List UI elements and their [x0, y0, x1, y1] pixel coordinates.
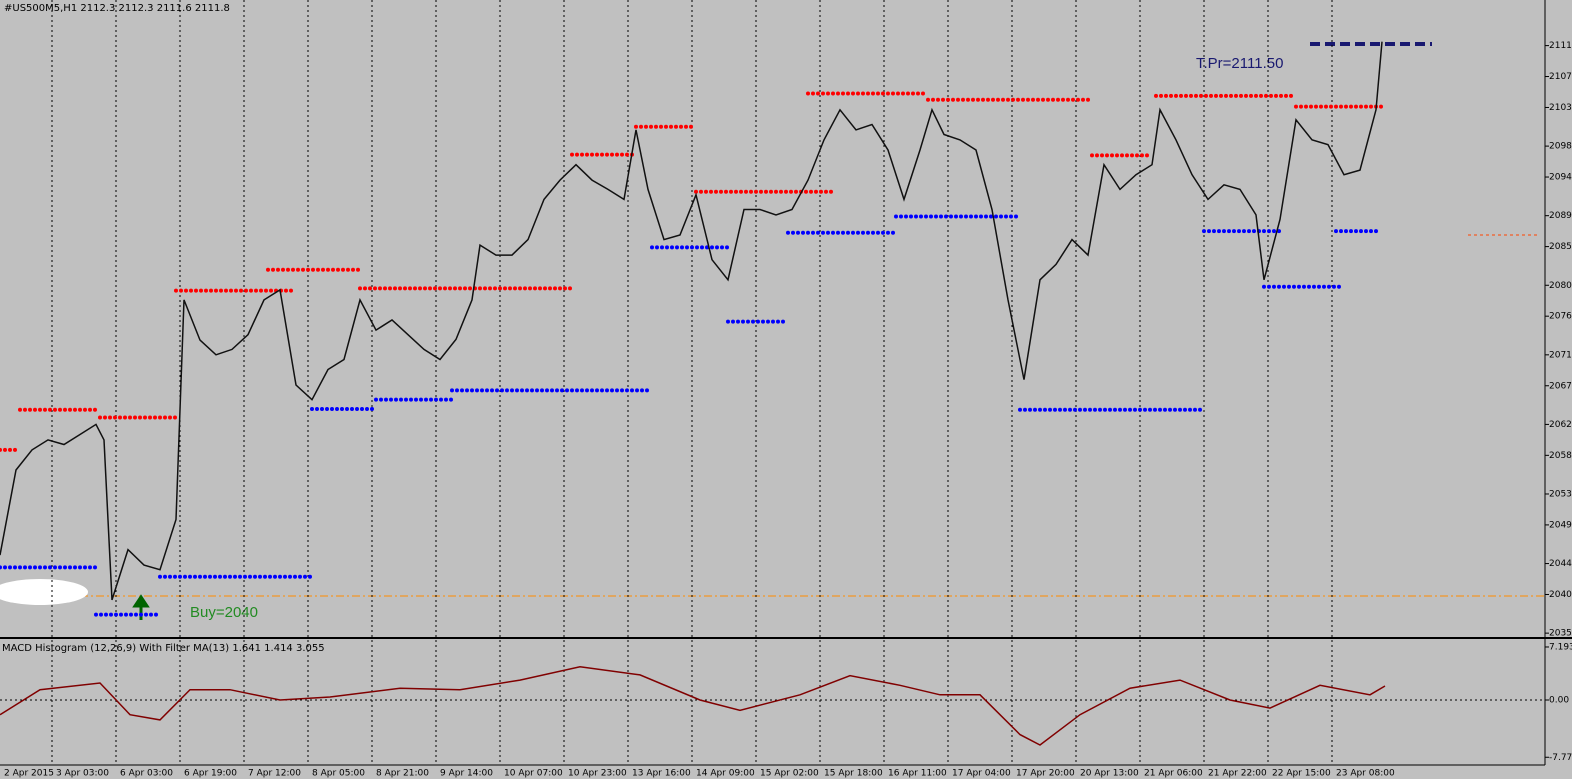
y-tick-label: 0.00: [1549, 695, 1569, 705]
y-tick-label: 2107: [1549, 72, 1572, 82]
x-tick-label: 21 Apr 22:00: [1208, 769, 1267, 779]
buy-arrow: [132, 594, 150, 620]
x-tick-label: 9 Apr 14:00: [440, 769, 493, 779]
y-tick-label: 2098: [1549, 142, 1572, 152]
y-tick-label: 2080: [1549, 281, 1572, 291]
y-tick-label: 2067: [1549, 381, 1572, 391]
y-tick-label: 2049: [1549, 520, 1572, 530]
y-tick-label: 2071: [1549, 350, 1572, 360]
x-tick-label: 13 Apr 16:00: [632, 769, 691, 779]
x-tick-label: 10 Apr 07:00: [504, 769, 563, 779]
y-tick-label: 2111: [1549, 41, 1572, 51]
y-tick-label: 2053: [1549, 489, 1572, 499]
y-tick-label: 2103: [1549, 103, 1572, 113]
x-tick-label: 14 Apr 09:00: [696, 769, 755, 779]
x-tick-label: 8 Apr 05:00: [312, 769, 365, 779]
y-tick-label: 2044: [1549, 559, 1572, 569]
x-tick-label: 7 Apr 12:00: [248, 769, 301, 779]
y-tick-label: 2062: [1549, 420, 1572, 430]
x-tick-label: 23 Apr 08:00: [1336, 769, 1395, 779]
x-tick-label: 15 Apr 18:00: [824, 769, 883, 779]
y-tick-label: 7.193: [1549, 642, 1572, 652]
x-tick-label: 10 Apr 23:00: [568, 769, 627, 779]
x-tick-label: 21 Apr 06:00: [1144, 769, 1203, 779]
white-blob: [0, 579, 88, 605]
series-line: [0, 666, 1386, 746]
y-tick-label: 2085: [1549, 242, 1572, 252]
x-tick-label: 17 Apr 20:00: [1016, 769, 1075, 779]
chart-title: #US500M5,H1 2112.3 2112.3 2111.6 2111.8: [4, 3, 230, 14]
x-tick-label: 17 Apr 04:00: [952, 769, 1011, 779]
x-tick-label: 3 Apr 03:00: [56, 769, 109, 779]
x-tick-label: 6 Apr 03:00: [120, 769, 173, 779]
x-tick-label: 16 Apr 11:00: [888, 769, 947, 779]
x-tick-label: 20 Apr 13:00: [1080, 769, 1139, 779]
y-tick-label: 2094: [1549, 173, 1572, 183]
series-line: [0, 41, 1383, 601]
x-tick-label: 15 Apr 02:00: [760, 769, 819, 779]
x-tick-label: 22 Apr 15:00: [1272, 769, 1331, 779]
macd-title: MACD Histogram (12,26,9) With Filter MA(…: [2, 643, 325, 654]
y-tick-label: 2089: [1549, 211, 1572, 221]
y-tick-label: 2040: [1549, 590, 1572, 600]
x-tick-label: 8 Apr 21:00: [376, 769, 429, 779]
y-tick-label: 2058: [1549, 451, 1572, 461]
x-tick-label: 2 Apr 2015: [4, 769, 54, 779]
y-tick-label: 2035: [1549, 629, 1572, 639]
y-tick-label: -7.77: [1549, 753, 1572, 763]
target-label: T.Pr=2111.50: [1196, 55, 1283, 72]
x-tick-label: 6 Apr 19:00: [184, 769, 237, 779]
buy-label: Buy=2040: [190, 604, 258, 621]
y-tick-label: 2076: [1549, 312, 1572, 322]
